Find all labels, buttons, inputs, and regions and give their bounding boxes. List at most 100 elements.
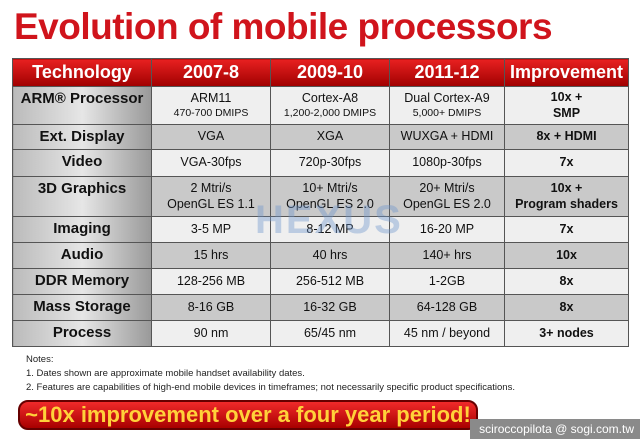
cell-2011-12: 140+ hrs <box>389 242 505 269</box>
cell-text: 8x <box>559 299 574 314</box>
cell-text: 3-5 MP <box>190 221 232 236</box>
cell-2007-8: 15 hrs <box>151 242 271 269</box>
header-cell: 2007-8 <box>151 58 271 87</box>
cell-text: Mass Storage <box>33 298 131 315</box>
cell-improvement: 8x <box>504 268 629 295</box>
cell-text: 10x + <box>550 180 583 195</box>
table-row: 3D Graphics 2 Mtri/s OpenGL ES 1.1 10+ Mtri… <box>12 176 629 217</box>
cell-2011-12: 20+ Mtri/s OpenGL ES 2.0 <box>389 176 505 217</box>
note-item: 2. Features are capabilities of high-end… <box>26 382 515 393</box>
row-header: 3D Graphics <box>12 176 152 217</box>
cell-2007-8: 3-5 MP <box>151 216 271 243</box>
cell-2007-8: 2 Mtri/s OpenGL ES 1.1 <box>151 176 271 217</box>
cell-text: 16-32 GB <box>303 299 357 314</box>
cell-subtext: SMP <box>552 105 581 120</box>
cell-text: 65/45 nm <box>303 325 357 340</box>
cell-2009-10: XGA <box>270 124 390 150</box>
cell-text: VGA <box>197 129 225 144</box>
cell-text: Process <box>52 324 112 341</box>
processor-table: Technology 2007-8 2009-10 2011-12 Improv… <box>12 58 629 347</box>
row-header: ARM® Processor <box>12 86 152 125</box>
header-cell: 2009-10 <box>270 58 390 87</box>
cell-text: 140+ hrs <box>422 247 472 262</box>
cell-subtext: OpenGL ES 1.1 <box>167 196 255 211</box>
cell-subtext: 470-700 DMIPS <box>173 106 249 119</box>
cell-2009-10: 10+ Mtri/s OpenGL ES 2.0 <box>270 176 390 217</box>
notes: Notes: 1. Dates shown are approximate mo… <box>26 353 515 395</box>
cell-improvement: 10x + Program shaders <box>504 176 629 217</box>
cell-text: 128-256 MB <box>176 273 246 288</box>
cell-improvement: 3+ nodes <box>504 320 629 347</box>
cell-2007-8: 90 nm <box>151 320 271 347</box>
cell-text: VGA-30fps <box>180 155 242 170</box>
cell-text: Video <box>61 153 103 170</box>
cell-improvement: 8x <box>504 294 629 321</box>
cell-2007-8: VGA-30fps <box>151 149 271 177</box>
cell-2009-10: 256-512 MB <box>270 268 390 295</box>
cell-text: ARM® Processor <box>20 90 144 107</box>
cell-text: 10x <box>556 247 577 262</box>
row-header: Mass Storage <box>12 294 152 321</box>
table-row: DDR Memory 128-256 MB 256-512 MB 1-2GB 8x <box>12 268 629 295</box>
cell-text: 15 hrs <box>193 247 229 262</box>
cell-2007-8: 8-16 GB <box>151 294 271 321</box>
cell-text: 8x <box>559 273 574 288</box>
cell-text: Cortex-A8 <box>301 91 359 106</box>
cell-text: 20+ Mtri/s <box>419 180 475 195</box>
cell-text: 1080p-30fps <box>412 155 482 170</box>
cell-text: 10+ Mtri/s <box>302 180 358 195</box>
cell-text: 7x <box>559 155 574 170</box>
row-header: DDR Memory <box>12 268 152 295</box>
cell-text: 8-12 MP <box>306 221 354 236</box>
cell-2009-10: 8-12 MP <box>270 216 390 243</box>
cell-subtext: OpenGL ES 2.0 <box>403 196 491 211</box>
cell-text: Dual Cortex-A9 <box>404 91 490 106</box>
cell-2011-12: 45 nm / beyond <box>389 320 505 347</box>
cell-text: 720p-30fps <box>298 155 362 170</box>
header-cell: Improvement <box>504 58 629 87</box>
cell-text: 7x <box>559 221 574 236</box>
cell-text: 3+ nodes <box>539 325 594 340</box>
summary-banner: ~10x improvement over a four year period… <box>18 400 478 430</box>
cell-2009-10: 720p-30fps <box>270 149 390 177</box>
cell-2011-12: WUXGA + HDMI <box>389 124 505 150</box>
table-row: Process 90 nm 65/45 nm 45 nm / beyond 3+ nod… <box>12 320 629 347</box>
cell-text: XGA <box>316 129 344 144</box>
cell-text: 64-128 GB <box>416 299 478 314</box>
cell-text: 1-2GB <box>428 273 466 288</box>
cell-text: WUXGA + HDMI <box>400 129 494 144</box>
cell-text: Imaging <box>53 220 111 237</box>
table-row: Ext. Display VGA XGA WUXGA + HDMI 8x + HDMI <box>12 124 629 150</box>
cell-2009-10: 65/45 nm <box>270 320 390 347</box>
cell-subtext: 5,000+ DMIPS <box>412 106 482 119</box>
table-row: Imaging 3-5 MP 8-12 MP 16-20 MP 7x <box>12 216 629 243</box>
note-item: 1. Dates shown are approximate mobile ha… <box>26 368 305 379</box>
header-cell: 2011-12 <box>389 58 505 87</box>
cell-2011-12: Dual Cortex-A9 5,000+ DMIPS <box>389 86 505 125</box>
cell-2011-12: 1080p-30fps <box>389 149 505 177</box>
slide-title: Evolution of mobile processors <box>14 6 553 47</box>
cell-text: 256-512 MB <box>295 273 365 288</box>
cell-2007-8: 128-256 MB <box>151 268 271 295</box>
cell-2011-12: 1-2GB <box>389 268 505 295</box>
cell-text: 3D Graphics <box>37 180 127 197</box>
cell-2007-8: ARM11 470-700 DMIPS <box>151 86 271 125</box>
cell-improvement: 10x + SMP <box>504 86 629 125</box>
row-header: Imaging <box>12 216 152 243</box>
cell-text: 10x + <box>550 89 583 104</box>
row-header: Audio <box>12 242 152 269</box>
cell-text: 16-20 MP <box>419 221 475 236</box>
cell-text: 2 Mtri/s <box>190 180 232 195</box>
cell-2009-10: 40 hrs <box>270 242 390 269</box>
cell-text: 45 nm / beyond <box>403 325 491 340</box>
row-header: Ext. Display <box>12 124 152 150</box>
cell-improvement: 10x <box>504 242 629 269</box>
header-cell: Technology <box>12 58 152 87</box>
cell-improvement: 7x <box>504 149 629 177</box>
cell-text: 90 nm <box>193 325 229 340</box>
cell-text: 40 hrs <box>312 247 348 262</box>
cell-text: Audio <box>60 246 104 263</box>
cell-text: ARM11 <box>190 91 232 106</box>
table-row: Audio 15 hrs 40 hrs 140+ hrs 10x <box>12 242 629 269</box>
notes-heading: Notes: <box>26 354 54 365</box>
